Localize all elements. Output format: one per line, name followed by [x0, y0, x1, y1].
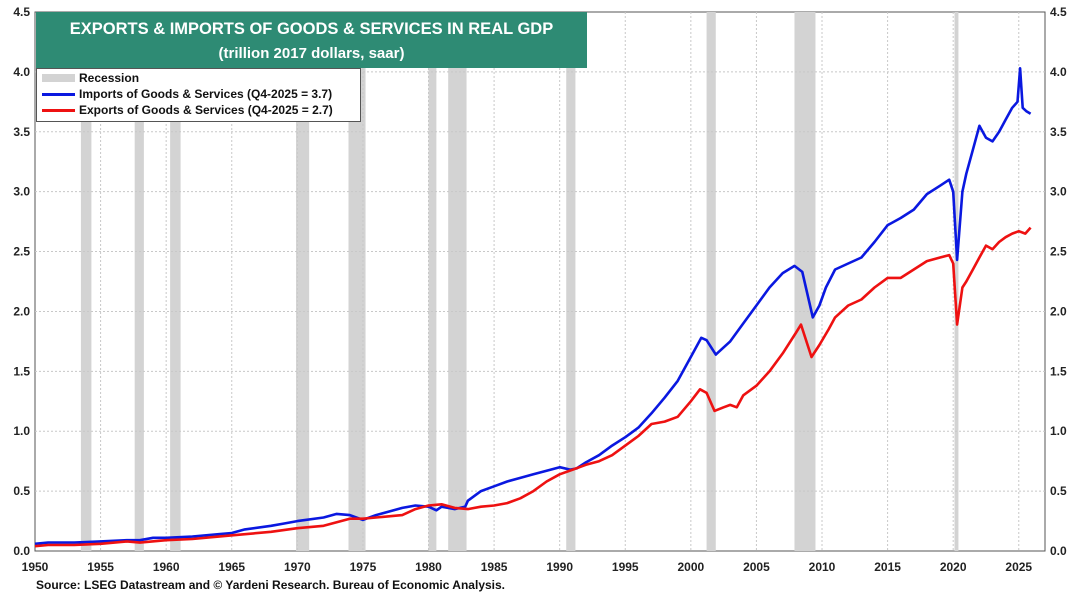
- y-tick-right-1.5: 1.5: [1050, 364, 1067, 378]
- x-tick-2020: 2020: [940, 560, 967, 574]
- y-tick-right-2.5: 2.5: [1050, 245, 1067, 259]
- y-tick-right-3.0: 3.0: [1050, 185, 1067, 199]
- x-tick-1995: 1995: [612, 560, 639, 574]
- x-tick-1975: 1975: [350, 560, 377, 574]
- x-tick-1980: 1980: [415, 560, 442, 574]
- y-tick-left-1.0: 1.0: [13, 424, 30, 438]
- legend-label-exports: Exports of Goods & Services (Q4-2025 = 2…: [79, 103, 333, 117]
- y-tick-left-0.5: 0.5: [13, 484, 30, 498]
- recession-band-6: [428, 12, 437, 551]
- x-tick-1970: 1970: [284, 560, 311, 574]
- x-tick-1950: 1950: [22, 560, 49, 574]
- y-tick-right-4.5: 4.5: [1050, 5, 1067, 19]
- series-line-imports: [34, 67, 1032, 546]
- recession-band-1: [80, 12, 92, 551]
- legend-item-imports: Imports of Goods & Services (Q4-2025 = 3…: [37, 87, 360, 101]
- x-tick-2025: 2025: [1005, 560, 1032, 574]
- recession-band-7: [448, 12, 467, 551]
- series-lines: [34, 67, 1032, 548]
- x-tick-2010: 2010: [809, 560, 836, 574]
- recession-band-8: [566, 12, 576, 551]
- y-tick-right-0.5: 0.5: [1050, 484, 1067, 498]
- recession-band-9: [706, 12, 716, 551]
- legend-label-imports: Imports of Goods & Services (Q4-2025 = 3…: [79, 87, 333, 101]
- legend-label-recession: Recession: [79, 71, 140, 85]
- x-tick-2000: 2000: [677, 560, 704, 574]
- legend-swatch-exports: [42, 109, 75, 112]
- x-tick-1955: 1955: [87, 560, 114, 574]
- y-tick-left-2.0: 2.0: [13, 304, 30, 318]
- y-tick-left-4.5: 4.5: [13, 5, 30, 19]
- legend: Recession Imports of Goods & Services (Q…: [36, 68, 361, 122]
- recession-band-2: [134, 12, 144, 551]
- x-tick-1990: 1990: [546, 560, 573, 574]
- x-tick-1965: 1965: [218, 560, 245, 574]
- legend-swatch-imports: [42, 93, 75, 96]
- y-tick-right-4.0: 4.0: [1050, 65, 1067, 79]
- y-tick-left-2.5: 2.5: [13, 245, 30, 259]
- y-tick-left-4.0: 4.0: [13, 65, 30, 79]
- y-tick-left-3.0: 3.0: [13, 185, 30, 199]
- legend-item-exports: Exports of Goods & Services (Q4-2025 = 2…: [37, 103, 360, 117]
- y-tick-left-3.5: 3.5: [13, 125, 30, 139]
- chart-subtitle: (trillion 2017 dollars, saar): [218, 45, 405, 62]
- y-tick-left-1.5: 1.5: [13, 364, 30, 378]
- chart-title-box: EXPORTS & IMPORTS OF GOODS & SERVICES IN…: [36, 12, 587, 68]
- legend-item-recession: Recession: [37, 71, 360, 85]
- source-note: Source: LSEG Datastream and © Yardeni Re…: [36, 578, 506, 592]
- recession-band-4: [296, 12, 310, 551]
- x-tick-2005: 2005: [743, 560, 770, 574]
- x-tick-1960: 1960: [153, 560, 180, 574]
- y-tick-left-0.0: 0.0: [13, 544, 30, 558]
- recession-band-5: [348, 12, 366, 551]
- series-line-exports: [34, 226, 1032, 548]
- y-tick-right-2.0: 2.0: [1050, 304, 1067, 318]
- x-tick-1985: 1985: [481, 560, 508, 574]
- chart-title: EXPORTS & IMPORTS OF GOODS & SERVICES IN…: [69, 20, 554, 38]
- y-tick-right-0.0: 0.0: [1050, 544, 1067, 558]
- y-tick-right-1.0: 1.0: [1050, 424, 1067, 438]
- legend-swatch-recession: [42, 74, 75, 82]
- x-tick-2015: 2015: [874, 560, 901, 574]
- y-tick-right-3.5: 3.5: [1050, 125, 1067, 139]
- recession-band-3: [170, 12, 181, 551]
- tick-labels: 1950 1955 1960 1965 1970 1975 1980 1985 1990 1995…: [13, 5, 1067, 574]
- recession-band-11: [954, 12, 959, 551]
